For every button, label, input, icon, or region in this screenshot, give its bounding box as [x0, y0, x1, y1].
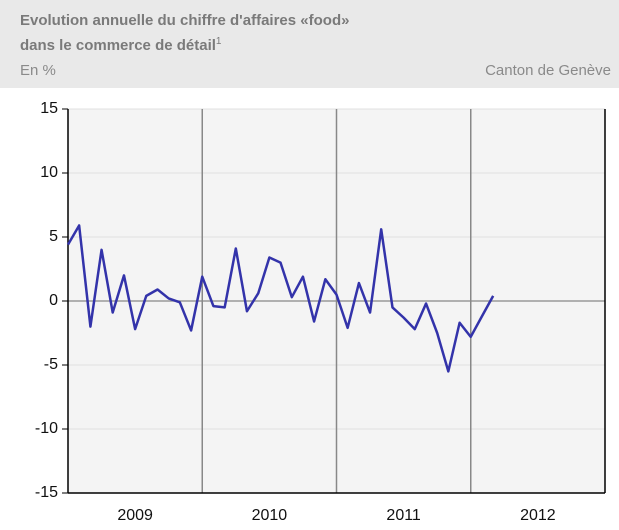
unit: En %	[20, 62, 56, 79]
title-line2: dans le commerce de détail	[20, 37, 216, 54]
y-tick-label: 10	[40, 164, 58, 181]
x-tick-label: 2011	[386, 507, 421, 524]
y-tick-label: -15	[35, 484, 58, 501]
region: Canton de Genève	[485, 62, 611, 79]
header: Evolution annuelle du chiffre d'affaires…	[0, 0, 619, 88]
x-tick-label: 2012	[520, 507, 556, 524]
footnote-mark: 1	[215, 36, 222, 47]
x-tick-label: 2010	[252, 507, 288, 524]
title: Evolution annuelle du chiffre d'affaires…	[20, 12, 350, 29]
y-tick-label: -10	[35, 420, 58, 437]
x-tick-label: 2009	[117, 507, 153, 524]
data-line	[66, 224, 495, 373]
y-tick-label: -5	[44, 356, 58, 373]
title-line: dans le commerce de détail1	[20, 36, 221, 54]
y-tick-label: 5	[49, 228, 58, 245]
y-tick-label: 15	[40, 100, 58, 117]
y-tick-label: 0	[49, 292, 58, 309]
